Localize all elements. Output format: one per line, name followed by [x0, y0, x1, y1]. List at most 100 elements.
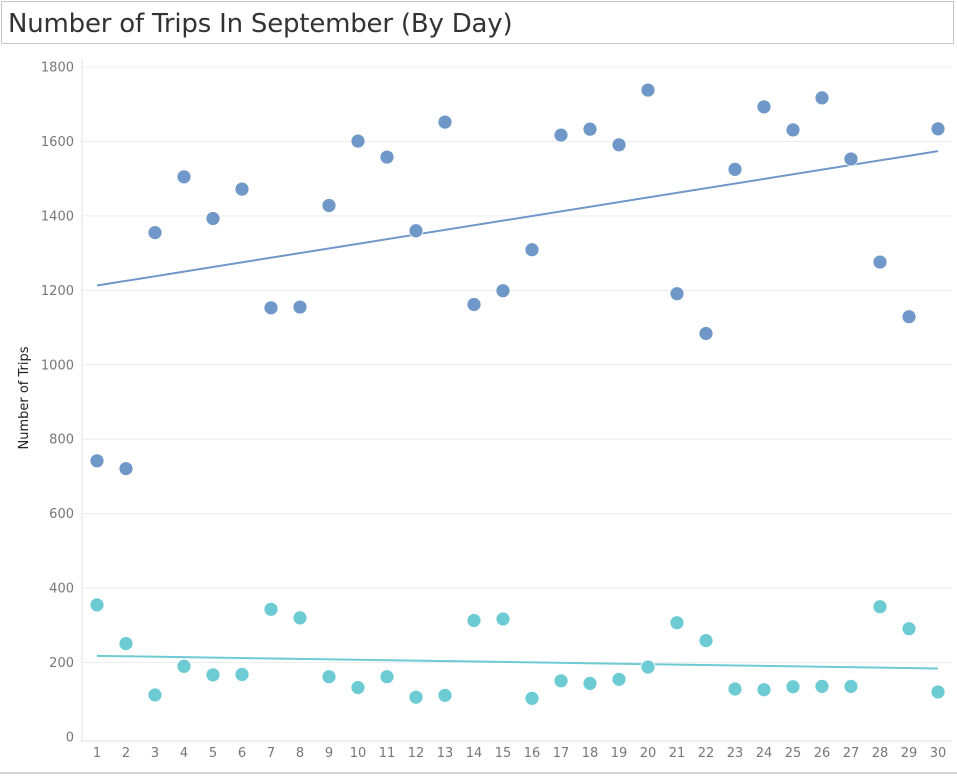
- data-point-series2[interactable]: [901, 621, 917, 637]
- data-point-series2[interactable]: [234, 667, 250, 682]
- data-point-series2[interactable]: [263, 601, 279, 617]
- x-tick-label: 16: [524, 746, 541, 761]
- data-points: [89, 82, 946, 706]
- data-point-series1[interactable]: [89, 453, 105, 469]
- data-point-series1[interactable]: [379, 149, 395, 165]
- x-tick-label: 8: [296, 746, 304, 761]
- y-tick-label: 1400: [41, 209, 74, 224]
- data-point-series1[interactable]: [321, 198, 337, 213]
- data-point-series2[interactable]: [176, 658, 192, 674]
- data-point-series1[interactable]: [901, 309, 917, 325]
- data-point-series1[interactable]: [408, 223, 424, 239]
- data-point-series2[interactable]: [930, 684, 946, 700]
- data-point-series1[interactable]: [727, 161, 743, 177]
- y-tick-label: 600: [49, 507, 74, 522]
- x-tick-label: 18: [582, 746, 599, 761]
- data-point-series1[interactable]: [118, 461, 134, 477]
- data-point-series1[interactable]: [466, 297, 482, 312]
- data-point-series1[interactable]: [205, 211, 221, 226]
- data-point-series1[interactable]: [582, 121, 598, 137]
- data-point-series2[interactable]: [640, 659, 656, 675]
- data-point-series2[interactable]: [582, 676, 598, 691]
- data-point-series2[interactable]: [466, 613, 482, 628]
- y-tick-label: 1600: [41, 135, 74, 150]
- x-tick-label: 28: [872, 746, 889, 761]
- x-tick-label: 6: [238, 746, 246, 761]
- y-tick-label: 1200: [41, 284, 74, 299]
- data-point-series2[interactable]: [756, 682, 772, 698]
- x-tick-label: 22: [698, 746, 715, 761]
- data-point-series1[interactable]: [292, 299, 308, 315]
- data-point-series2[interactable]: [437, 687, 453, 703]
- data-point-series1[interactable]: [176, 169, 192, 185]
- data-point-series1[interactable]: [611, 137, 627, 153]
- x-tick-label: 25: [785, 746, 802, 761]
- data-point-series2[interactable]: [814, 678, 830, 694]
- x-tick-label: 4: [180, 746, 188, 761]
- data-point-series1[interactable]: [814, 90, 830, 106]
- data-point-series1[interactable]: [350, 133, 366, 149]
- data-point-series1[interactable]: [234, 181, 250, 197]
- y-tick-label: 400: [49, 582, 74, 597]
- data-point-series1[interactable]: [930, 121, 946, 137]
- x-tick-label: 13: [437, 746, 454, 761]
- data-point-series1[interactable]: [437, 114, 453, 130]
- x-tick-label: 10: [350, 746, 367, 761]
- data-point-series1[interactable]: [640, 82, 656, 98]
- data-point-series2[interactable]: [524, 690, 540, 706]
- y-axis: 0 200 400 600 800 1000 1200 1400 1600 1800: [41, 59, 83, 746]
- x-tick-label: 12: [408, 746, 425, 761]
- x-tick-label: 11: [379, 746, 396, 761]
- y-tick-label: 0: [66, 731, 74, 746]
- data-point-series1[interactable]: [553, 127, 569, 143]
- data-point-series2[interactable]: [611, 671, 627, 687]
- data-point-series1[interactable]: [263, 300, 279, 316]
- data-point-series2[interactable]: [408, 689, 424, 705]
- trend-lines: [96, 150, 939, 670]
- data-point-series2[interactable]: [118, 636, 134, 651]
- data-point-series2[interactable]: [843, 678, 859, 694]
- y-tick-label: 1000: [41, 358, 74, 373]
- data-point-series2[interactable]: [553, 673, 569, 689]
- x-tick-label: 2: [122, 746, 130, 761]
- data-point-series2[interactable]: [147, 687, 163, 703]
- y-tick-label: 200: [49, 656, 74, 671]
- data-point-series2[interactable]: [785, 679, 801, 695]
- data-point-series2[interactable]: [669, 615, 685, 631]
- chart-title: Number of Trips In September (By Day): [8, 9, 513, 39]
- x-tick-label: 21: [669, 746, 686, 761]
- x-tick-label: 3: [151, 746, 159, 761]
- trend-line-2: [96, 654, 939, 670]
- x-tick-label: 9: [325, 746, 333, 761]
- x-tick-label: 19: [611, 746, 628, 761]
- y-axis-title: Number of Trips: [17, 346, 32, 449]
- data-point-series2[interactable]: [89, 597, 105, 613]
- data-point-series2[interactable]: [495, 611, 511, 627]
- data-point-series2[interactable]: [698, 633, 714, 648]
- data-point-series2[interactable]: [350, 680, 366, 695]
- data-point-series1[interactable]: [669, 286, 685, 302]
- x-tick-label: 1: [93, 746, 101, 761]
- x-tick-label: 23: [727, 746, 744, 761]
- data-point-series1[interactable]: [785, 122, 801, 138]
- x-tick-label: 14: [466, 746, 483, 761]
- data-point-series1[interactable]: [147, 225, 163, 241]
- data-point-series2[interactable]: [205, 667, 221, 683]
- x-tick-label: 27: [843, 746, 860, 761]
- data-point-series1[interactable]: [872, 254, 888, 270]
- data-point-series1[interactable]: [495, 283, 511, 299]
- x-tick-label: 24: [756, 746, 773, 761]
- data-point-series1[interactable]: [698, 326, 714, 341]
- data-point-series1[interactable]: [524, 242, 540, 258]
- data-point-series2[interactable]: [379, 669, 395, 685]
- x-tick-label: 29: [901, 746, 918, 761]
- data-point-series2[interactable]: [292, 610, 308, 626]
- y-tick-label: 800: [49, 433, 74, 448]
- data-point-series2[interactable]: [727, 681, 743, 697]
- data-point-series1[interactable]: [843, 151, 859, 167]
- data-point-series1[interactable]: [756, 99, 772, 115]
- y-tick-label: 1800: [41, 61, 74, 76]
- data-point-series2[interactable]: [321, 669, 337, 685]
- data-point-series2[interactable]: [872, 599, 888, 615]
